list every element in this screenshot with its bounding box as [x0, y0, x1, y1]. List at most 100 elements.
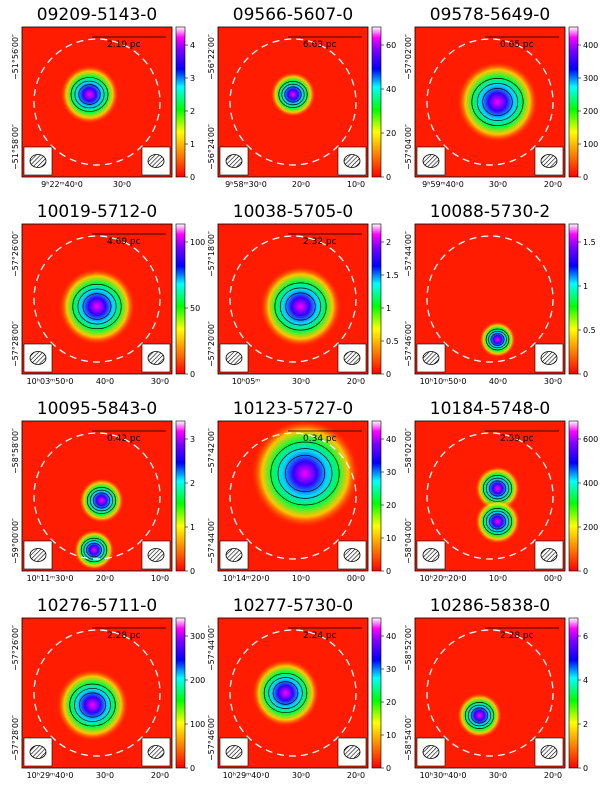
- contour: [485, 477, 510, 500]
- colorbar-label: 200: [583, 523, 598, 532]
- map-frame: [217, 223, 369, 375]
- contour: [464, 702, 495, 729]
- scale-label: 0.34 pc: [303, 434, 337, 444]
- contour: [86, 542, 102, 558]
- colorbar-label: 0: [386, 567, 391, 576]
- dec-label: −57°28′00″: [11, 715, 20, 761]
- colorbar-label: 30: [386, 665, 396, 674]
- panel: 10123-5727-0 0.34 pc 0 10 20 30 40 −57°42′00″ −5…: [207, 399, 396, 583]
- emission: [475, 499, 520, 544]
- ra-label: 10ʰ03ᵐ50ˢ0: [27, 377, 74, 386]
- beam: [147, 548, 165, 562]
- colorbar-label: 1.5: [583, 238, 596, 247]
- panel: 09209-5143-0 2.19 pc 0 1 2 3 4 −51°56′00″ −51°58…: [11, 5, 195, 189]
- colorbar-label: 1: [190, 523, 195, 532]
- ra-label: 10ʰ10ᵐ50ˢ0: [420, 377, 467, 386]
- colorbar-label: 0: [190, 567, 195, 576]
- colorbar-label: 400: [583, 41, 598, 50]
- contour: [277, 448, 333, 499]
- colorbar-label: 300: [583, 74, 598, 83]
- map-frame: [21, 26, 173, 178]
- colorbar-label: 10: [386, 534, 396, 543]
- dec-label: −57°26′00″: [11, 231, 20, 277]
- ra-label: 30ˢ0: [96, 771, 114, 780]
- contour: [467, 704, 492, 727]
- dec-label: −57°44′00″: [404, 231, 413, 277]
- ra-label: 20ˢ0: [151, 771, 169, 780]
- colorbar-label: 10: [386, 731, 396, 740]
- dec-label: −57°20′00″: [207, 321, 216, 367]
- ra-label: 30ˢ0: [292, 377, 310, 386]
- colorbar-label: 100: [190, 720, 205, 729]
- colorbar-label: 1: [583, 282, 588, 291]
- aperture: [229, 38, 357, 166]
- contour: [279, 287, 322, 326]
- emission: [60, 65, 119, 124]
- dec-label: −57°44′00″: [207, 625, 216, 671]
- beam: [225, 154, 243, 168]
- colorbar-label: 0: [190, 370, 195, 379]
- ra-label: 20ˢ0: [96, 574, 114, 583]
- panel-title: 09578-5649-0: [430, 5, 550, 25]
- panel-title: 10286-5838-0: [430, 596, 550, 616]
- contour: [482, 508, 513, 535]
- ra-label: 10ʰ05ᵐ: [232, 377, 261, 386]
- map: [218, 27, 368, 177]
- aperture: [33, 629, 161, 757]
- emission: [73, 529, 115, 571]
- beam: [422, 154, 440, 168]
- contour: [274, 282, 327, 331]
- dec-label: −56°24′00″: [207, 124, 216, 170]
- emission: [475, 466, 520, 511]
- map: [218, 224, 368, 374]
- contour: [476, 83, 519, 121]
- map-frame: [414, 223, 566, 375]
- colorbar: [175, 223, 186, 375]
- contour: [281, 83, 305, 106]
- dec-label: −57°44′00″: [207, 518, 216, 564]
- panel-title: 09209-5143-0: [37, 5, 157, 25]
- map-frame: [217, 26, 369, 178]
- colorbar-label: 4: [190, 41, 195, 50]
- colorbar-label: 0: [583, 764, 588, 773]
- colorbar-label: 40: [386, 632, 396, 641]
- colorbar-label: 1: [386, 304, 391, 313]
- colorbar: [568, 26, 579, 178]
- ra-label: 10ʰ14ᵐ20ˢ0: [223, 574, 270, 583]
- colorbar: [175, 617, 186, 769]
- panel: 09578-5649-0 0.65 pc 0 100 200 300 400 −57°02′0…: [404, 5, 598, 189]
- map: [22, 224, 172, 374]
- colorbar-label: 100: [583, 140, 598, 149]
- ra-label: 40ˢ0: [489, 377, 507, 386]
- scale-label: 0.65 pc: [500, 40, 534, 50]
- beam: [540, 351, 558, 365]
- panel-title: 10276-5711-0: [37, 596, 157, 616]
- colorbar-label: 300: [190, 632, 205, 641]
- colorbar-label: 0: [583, 567, 588, 576]
- emission: [56, 669, 129, 741]
- scale-label: 2.28 pc: [500, 631, 534, 641]
- panel-title: 10038-5705-0: [233, 202, 353, 222]
- contour: [485, 328, 510, 351]
- colorbar-label: 4: [583, 676, 588, 685]
- beam: [29, 745, 47, 759]
- contour: [72, 283, 122, 330]
- aperture: [33, 432, 161, 560]
- ra-label: 30ˢ0: [292, 771, 310, 780]
- aperture: [426, 38, 554, 166]
- ra-label: 40ˢ0: [96, 377, 114, 386]
- scale-label: 6.63 pc: [303, 40, 337, 50]
- colorbar-label: 0: [386, 764, 391, 773]
- ra-label: 10ˢ0: [489, 574, 507, 583]
- aperture: [33, 235, 161, 363]
- scale-label: 2.59 pc: [500, 434, 534, 444]
- colorbar-label: 0.5: [386, 337, 399, 346]
- ra-label: 9ʰ22ᵐ40ˢ0: [41, 180, 83, 189]
- colorbar: [371, 26, 382, 178]
- colorbar: [175, 26, 186, 178]
- dec-label: −57°04′00″: [404, 124, 413, 170]
- contour: [263, 672, 308, 714]
- ra-label: 30ˢ0: [151, 377, 169, 386]
- contour: [270, 441, 340, 506]
- contour: [74, 80, 105, 109]
